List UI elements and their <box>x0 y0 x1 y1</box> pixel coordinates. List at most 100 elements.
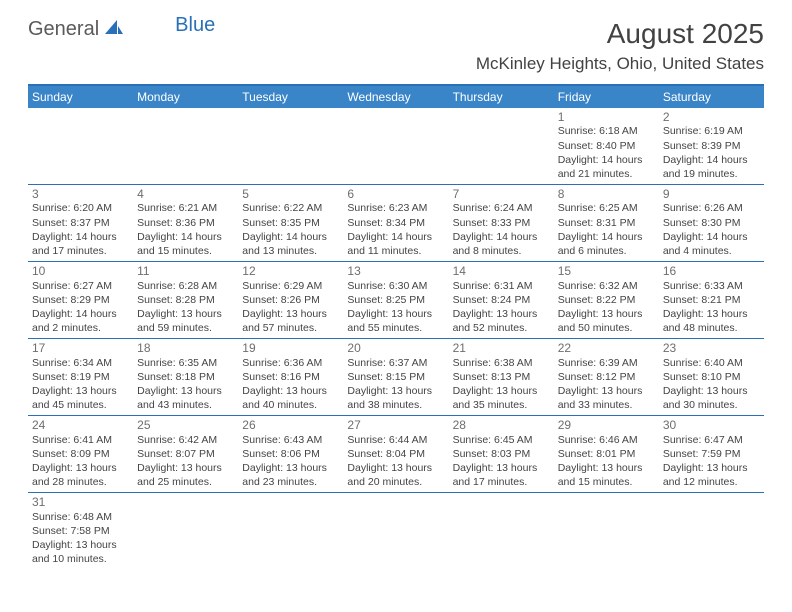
daylight-text: Daylight: 13 hours and 12 minutes. <box>663 461 760 489</box>
day-number: 3 <box>32 187 129 201</box>
day-number: 21 <box>453 341 550 355</box>
daylight-text: Daylight: 13 hours and 38 minutes. <box>347 384 444 412</box>
sunrise-text: Sunrise: 6:41 AM <box>32 433 129 447</box>
day-number: 31 <box>32 495 129 509</box>
day-cell: 2Sunrise: 6:19 AMSunset: 8:39 PMDaylight… <box>659 108 764 184</box>
daylight-text: Daylight: 13 hours and 52 minutes. <box>453 307 550 335</box>
day-cell: 4Sunrise: 6:21 AMSunset: 8:36 PMDaylight… <box>133 185 238 261</box>
day-cell: 24Sunrise: 6:41 AMSunset: 8:09 PMDayligh… <box>28 416 133 492</box>
sunrise-text: Sunrise: 6:37 AM <box>347 356 444 370</box>
sunrise-text: Sunrise: 6:39 AM <box>558 356 655 370</box>
sunrise-text: Sunrise: 6:30 AM <box>347 279 444 293</box>
day-cell: 28Sunrise: 6:45 AMSunset: 8:03 PMDayligh… <box>449 416 554 492</box>
sunset-text: Sunset: 7:58 PM <box>32 524 129 538</box>
sunset-text: Sunset: 8:12 PM <box>558 370 655 384</box>
daylight-text: Daylight: 13 hours and 17 minutes. <box>453 461 550 489</box>
weeks-container: 1Sunrise: 6:18 AMSunset: 8:40 PMDaylight… <box>28 108 764 569</box>
sunrise-text: Sunrise: 6:20 AM <box>32 201 129 215</box>
page-title: August 2025 <box>476 18 764 50</box>
days-of-week-row: SundayMondayTuesdayWednesdayThursdayFrid… <box>28 86 764 108</box>
day-cell <box>28 108 133 184</box>
sunrise-text: Sunrise: 6:18 AM <box>558 124 655 138</box>
week-row: 10Sunrise: 6:27 AMSunset: 8:29 PMDayligh… <box>28 262 764 339</box>
day-cell: 23Sunrise: 6:40 AMSunset: 8:10 PMDayligh… <box>659 339 764 415</box>
day-number: 24 <box>32 418 129 432</box>
daylight-text: Daylight: 13 hours and 43 minutes. <box>137 384 234 412</box>
day-number: 11 <box>137 264 234 278</box>
sunset-text: Sunset: 8:36 PM <box>137 216 234 230</box>
sunrise-text: Sunrise: 6:35 AM <box>137 356 234 370</box>
day-number: 30 <box>663 418 760 432</box>
day-number: 15 <box>558 264 655 278</box>
daylight-text: Daylight: 13 hours and 20 minutes. <box>347 461 444 489</box>
sail-icon <box>103 18 125 41</box>
day-number: 27 <box>347 418 444 432</box>
sunset-text: Sunset: 8:37 PM <box>32 216 129 230</box>
daylight-text: Daylight: 13 hours and 57 minutes. <box>242 307 339 335</box>
sunset-text: Sunset: 8:34 PM <box>347 216 444 230</box>
day-number: 8 <box>558 187 655 201</box>
daylight-text: Daylight: 14 hours and 13 minutes. <box>242 230 339 258</box>
day-number: 14 <box>453 264 550 278</box>
daylight-text: Daylight: 13 hours and 59 minutes. <box>137 307 234 335</box>
day-cell <box>238 108 343 184</box>
day-cell: 10Sunrise: 6:27 AMSunset: 8:29 PMDayligh… <box>28 262 133 338</box>
day-number: 6 <box>347 187 444 201</box>
daylight-text: Daylight: 13 hours and 23 minutes. <box>242 461 339 489</box>
day-number: 13 <box>347 264 444 278</box>
dow-cell: Monday <box>133 86 238 108</box>
day-cell: 14Sunrise: 6:31 AMSunset: 8:24 PMDayligh… <box>449 262 554 338</box>
sunset-text: Sunset: 8:06 PM <box>242 447 339 461</box>
day-cell: 8Sunrise: 6:25 AMSunset: 8:31 PMDaylight… <box>554 185 659 261</box>
day-cell: 17Sunrise: 6:34 AMSunset: 8:19 PMDayligh… <box>28 339 133 415</box>
dow-cell: Wednesday <box>343 86 448 108</box>
daylight-text: Daylight: 13 hours and 50 minutes. <box>558 307 655 335</box>
day-number: 17 <box>32 341 129 355</box>
day-cell <box>449 108 554 184</box>
daylight-text: Daylight: 13 hours and 55 minutes. <box>347 307 444 335</box>
title-block: August 2025 McKinley Heights, Ohio, Unit… <box>476 18 764 74</box>
sunset-text: Sunset: 8:29 PM <box>32 293 129 307</box>
daylight-text: Daylight: 14 hours and 17 minutes. <box>32 230 129 258</box>
day-number: 22 <box>558 341 655 355</box>
sunrise-text: Sunrise: 6:45 AM <box>453 433 550 447</box>
sunrise-text: Sunrise: 6:21 AM <box>137 201 234 215</box>
daylight-text: Daylight: 14 hours and 15 minutes. <box>137 230 234 258</box>
location-subtitle: McKinley Heights, Ohio, United States <box>476 54 764 74</box>
day-cell: 22Sunrise: 6:39 AMSunset: 8:12 PMDayligh… <box>554 339 659 415</box>
week-row: 31Sunrise: 6:48 AMSunset: 7:58 PMDayligh… <box>28 493 764 569</box>
sunrise-text: Sunrise: 6:47 AM <box>663 433 760 447</box>
day-cell: 20Sunrise: 6:37 AMSunset: 8:15 PMDayligh… <box>343 339 448 415</box>
sunrise-text: Sunrise: 6:23 AM <box>347 201 444 215</box>
sunset-text: Sunset: 8:21 PM <box>663 293 760 307</box>
day-number: 9 <box>663 187 760 201</box>
day-cell: 6Sunrise: 6:23 AMSunset: 8:34 PMDaylight… <box>343 185 448 261</box>
sunrise-text: Sunrise: 6:22 AM <box>242 201 339 215</box>
logo-text-general: General <box>28 18 99 41</box>
day-cell: 3Sunrise: 6:20 AMSunset: 8:37 PMDaylight… <box>28 185 133 261</box>
day-number: 2 <box>663 110 760 124</box>
sunrise-text: Sunrise: 6:28 AM <box>137 279 234 293</box>
daylight-text: Daylight: 13 hours and 40 minutes. <box>242 384 339 412</box>
day-cell <box>554 493 659 569</box>
sunrise-text: Sunrise: 6:38 AM <box>453 356 550 370</box>
sunset-text: Sunset: 8:13 PM <box>453 370 550 384</box>
sunset-text: Sunset: 8:19 PM <box>32 370 129 384</box>
daylight-text: Daylight: 14 hours and 6 minutes. <box>558 230 655 258</box>
day-cell <box>343 493 448 569</box>
sunset-text: Sunset: 8:03 PM <box>453 447 550 461</box>
day-cell: 25Sunrise: 6:42 AMSunset: 8:07 PMDayligh… <box>133 416 238 492</box>
sunset-text: Sunset: 8:35 PM <box>242 216 339 230</box>
sunrise-text: Sunrise: 6:19 AM <box>663 124 760 138</box>
day-cell: 21Sunrise: 6:38 AMSunset: 8:13 PMDayligh… <box>449 339 554 415</box>
day-number: 19 <box>242 341 339 355</box>
dow-cell: Thursday <box>449 86 554 108</box>
header: General Blue August 2025 McKinley Height… <box>0 0 792 74</box>
day-number: 25 <box>137 418 234 432</box>
day-number: 4 <box>137 187 234 201</box>
day-cell: 26Sunrise: 6:43 AMSunset: 8:06 PMDayligh… <box>238 416 343 492</box>
day-number: 26 <box>242 418 339 432</box>
sunset-text: Sunset: 8:25 PM <box>347 293 444 307</box>
sunset-text: Sunset: 8:09 PM <box>32 447 129 461</box>
sunrise-text: Sunrise: 6:24 AM <box>453 201 550 215</box>
